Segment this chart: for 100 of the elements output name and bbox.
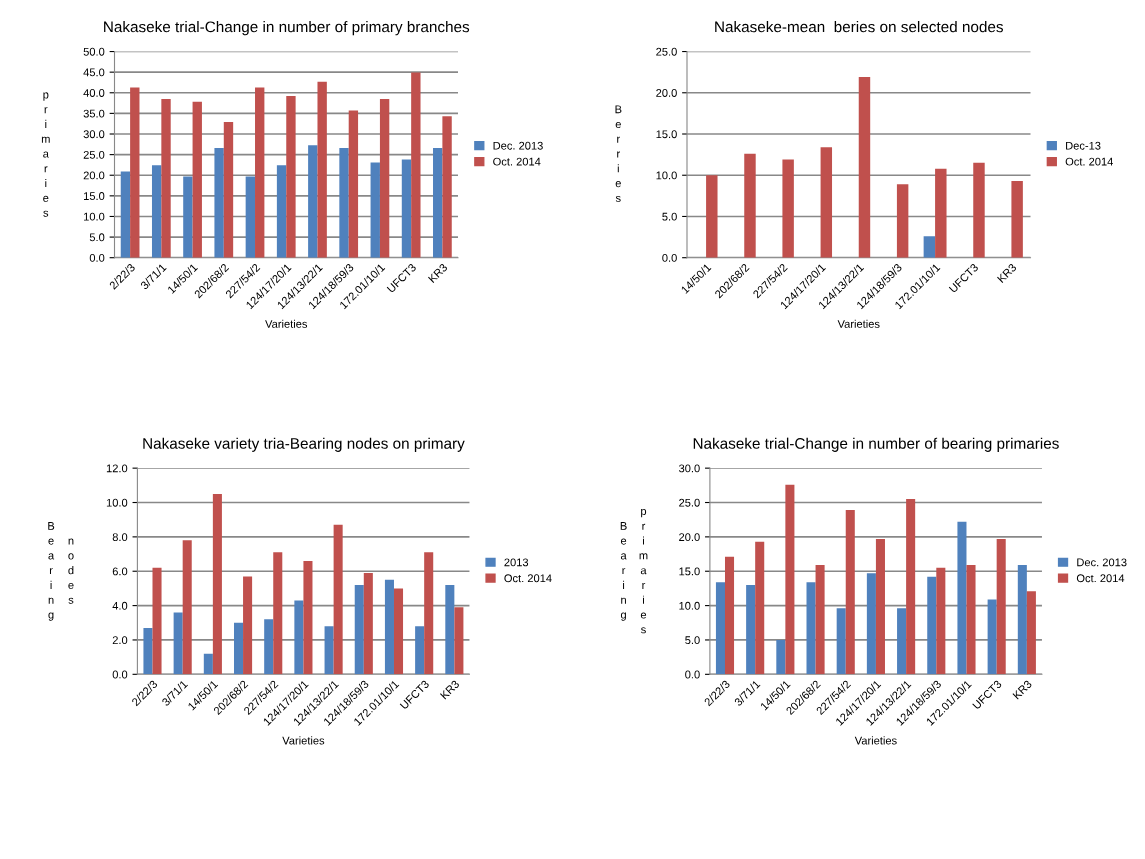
y-tick-label: 2.0 [112,636,128,645]
bar [923,236,936,258]
bar [234,622,244,675]
bar [1017,565,1027,675]
bar [130,87,140,258]
bar [987,599,997,675]
bar [820,147,833,258]
bar [1026,591,1036,675]
bar [333,524,343,675]
bar [996,538,1006,675]
bar [152,567,162,675]
y-tick-label: 15.0 [656,130,677,139]
y-tick-label: 5.0 [685,636,700,645]
bar [384,579,394,675]
y-tick-label: 50.0 [83,47,105,56]
bar [354,584,364,675]
bar [317,81,327,258]
bar [782,159,794,258]
bar [424,552,434,675]
bar [724,556,735,675]
bar [442,116,452,258]
bar [379,98,390,258]
y-tick-label: 10.0 [84,212,105,221]
y-tick-label: 20.0 [83,171,105,180]
bar [273,552,283,675]
bar [324,626,334,675]
bar [276,165,287,258]
bar [896,184,909,258]
y-tick-label: 30.0 [83,130,105,139]
bar [836,608,846,675]
legend-label: 2013 [504,558,529,567]
y-axis-title: Berries [615,105,622,202]
bar [806,582,816,675]
bar [927,576,937,675]
y-tick-label: 45.0 [83,68,105,77]
bar [706,175,718,258]
y-tick-label: 12.0 [106,464,128,473]
y-tick-label: 10.0 [679,601,700,610]
bar [203,653,213,675]
bar [192,101,202,258]
y-tick-label: 10.0 [106,498,128,507]
x-axis-title: Varieties [265,319,308,328]
bar [264,619,274,675]
bar [411,72,421,258]
y-tick-label: 8.0 [112,533,128,542]
bar [858,77,871,258]
bar [173,612,183,675]
y-tick-label: 10.0 [656,171,677,180]
legend-label: Dec. 2013 [1077,558,1127,567]
bar [182,540,192,675]
bar [957,521,967,675]
text: Bearing nodes [48,522,74,621]
chart-title: Nakaseke trial-Change in number of primary branches [104,21,470,36]
bar [120,171,131,258]
bar [715,582,725,675]
x-axis-title: Varieties [282,736,325,745]
y-tick-label: 6.0 [112,567,128,576]
bar [433,148,443,258]
bar [744,153,756,258]
bar [212,493,222,675]
bar [223,122,234,258]
y-tick-label: 25.0 [83,150,105,159]
y-tick-label: 0.0 [112,670,128,679]
bar [143,627,153,675]
bar [286,96,296,258]
y-tick-label: 20.0 [656,89,677,97]
bar [370,162,380,258]
chart-title: Nakaseke-mean beries on selected nodes [715,21,1004,33]
y-tick-label: 20.0 [679,533,700,542]
bar [936,567,946,675]
x-axis-title: Varieties [854,736,897,745]
bar [1011,181,1023,258]
y-tick-label: 5.0 [89,233,105,242]
legend-label: Dec. 2013 [493,141,543,150]
x-axis-title: Varieties [837,319,880,328]
y-tick-label: 0.0 [89,253,105,262]
legend-label: Oct. 2014 [493,157,541,166]
bar [785,484,795,675]
bar [183,176,193,258]
bar [815,565,825,675]
bar [875,538,885,675]
bar [255,87,265,258]
text: Bearing primaries [620,508,648,634]
y-tick-label: 5.0 [662,212,677,221]
y-tick-label: 35.0 [83,109,105,118]
bar [906,499,916,675]
bar [454,607,464,675]
bar [363,572,373,675]
bar [339,148,349,258]
bar [415,626,425,675]
bar [935,168,947,258]
bar [746,584,756,675]
bar [755,541,765,675]
legend-label: Oct. 2014 [1076,574,1125,583]
y-tick-label: 0.0 [662,253,677,262]
bar [393,588,404,675]
legend-label: Oct. 2014 [1065,157,1113,166]
y-tick-label: 40.0 [83,89,105,97]
bar [866,573,876,675]
chart-title: Nakaseke trial-Change in number of bearing primaries [693,437,1059,452]
